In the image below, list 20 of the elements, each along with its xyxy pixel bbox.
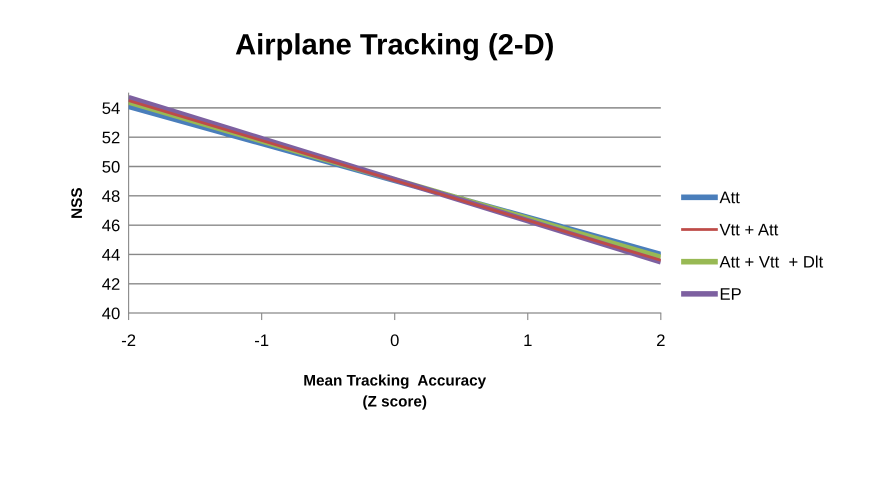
x-tick-label: 0 <box>390 334 399 346</box>
y-tick-label: 46 <box>102 220 120 232</box>
legend-label: Att + Vtt + Dlt <box>720 255 824 268</box>
y-axis-title: NSS <box>71 188 82 218</box>
chart-title: Airplane Tracking (2-D) <box>236 33 553 60</box>
x-tick-label: -2 <box>122 334 136 346</box>
x-tick-label: 1 <box>524 334 532 346</box>
x-tick-label: -1 <box>254 334 268 346</box>
y-tick-label: 40 <box>102 307 120 320</box>
y-tick-label: 44 <box>102 249 120 260</box>
y-tick-label: 50 <box>102 160 120 173</box>
y-tick-label: 48 <box>102 190 120 202</box>
x-axis-title: Mean Tracking Accuracy (Z score) <box>304 374 486 410</box>
y-tick-label: 42 <box>102 278 120 290</box>
legend-label: Vtt + Att <box>720 224 778 236</box>
legend-label: Att <box>720 192 740 204</box>
x-tick-label: 2 <box>657 334 665 346</box>
y-tick-label: 52 <box>102 132 120 144</box>
y-tick-label: 54 <box>102 102 120 114</box>
legend-label: EP <box>720 288 741 300</box>
